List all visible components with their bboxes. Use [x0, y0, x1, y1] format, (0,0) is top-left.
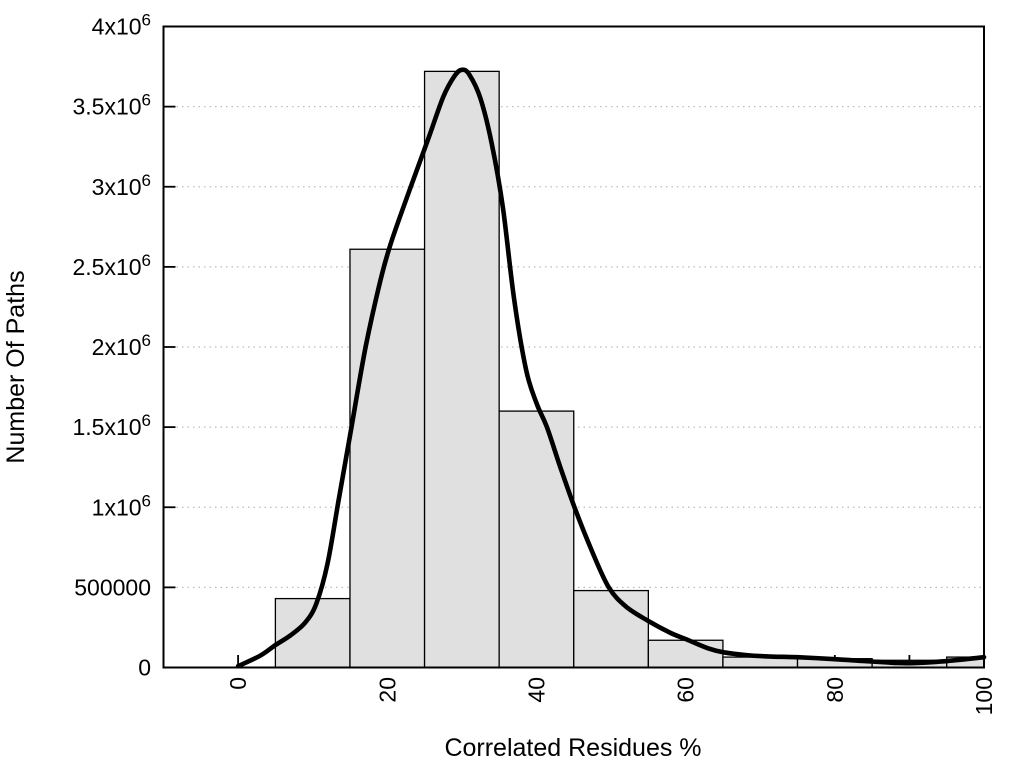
y-axis-title: Number Of Paths — [2, 270, 30, 463]
x-tick-label: 80 — [822, 677, 848, 703]
histogram-bar — [349, 248, 426, 669]
y-tick-label: 1x106 — [92, 491, 151, 520]
x-tick-label: 60 — [673, 677, 699, 703]
y-tick-label: 1.5x106 — [72, 411, 151, 440]
plot-area: 0 500000 1x106 1.5x106 2x106 2.5x106 3x106 3.5x… — [72, 11, 997, 716]
x-axis-title: Correlated Residues % — [444, 734, 701, 762]
y-tick-label: 2x106 — [92, 331, 151, 360]
histogram-bar — [423, 70, 500, 669]
plot-border — [162, 25, 985, 669]
y-tick-label: 500000 — [74, 574, 151, 600]
x-tick-label: 40 — [523, 677, 549, 703]
y-tick-label: 0 — [138, 655, 151, 681]
histogram-bar — [573, 589, 649, 669]
y-tick-label: 2.5x106 — [72, 251, 151, 280]
distribution-curve — [235, 67, 987, 669]
y-tick-label: 3x106 — [92, 171, 151, 200]
histogram-bar — [647, 639, 724, 669]
y-tick-label: 3.5x106 — [72, 91, 151, 120]
y-tick-label: 4x106 — [92, 11, 151, 40]
x-tick-label: 20 — [374, 677, 400, 703]
histogram-bar — [498, 410, 575, 669]
x-tick-label: 100 — [971, 677, 997, 715]
x-tick-label: 0 — [225, 677, 251, 690]
